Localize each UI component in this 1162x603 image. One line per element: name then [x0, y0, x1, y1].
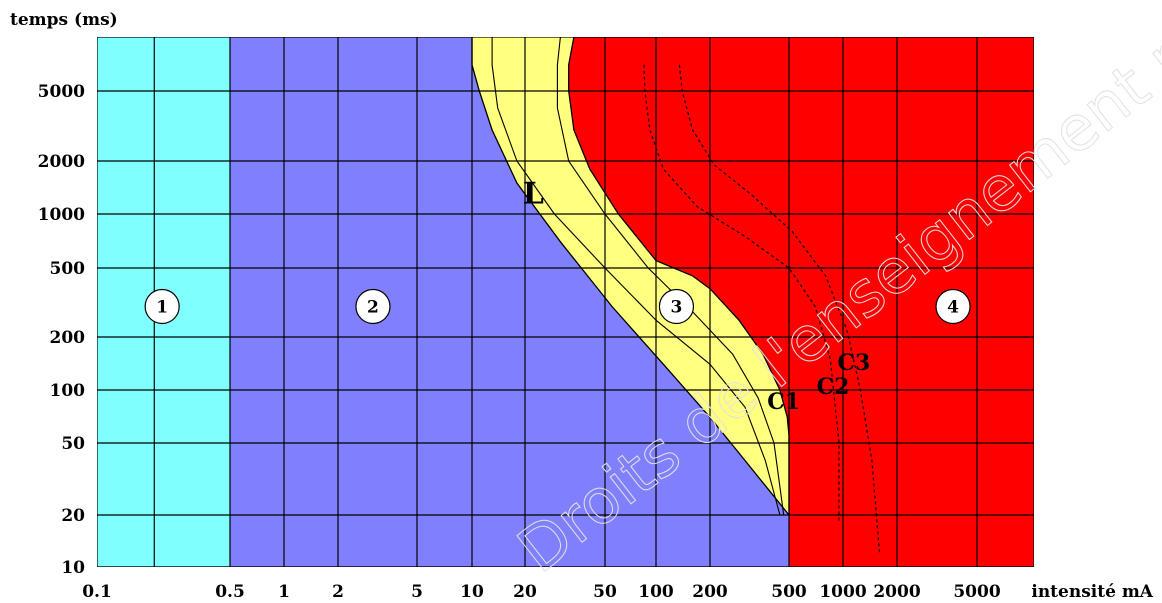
zone-marker-3: 3 [658, 288, 695, 325]
x-tick-label: 2000 [873, 582, 920, 602]
boundary-c2 [643, 64, 840, 523]
y-tick-label: 500 [50, 259, 86, 279]
zone-marker-label: 2 [367, 297, 379, 317]
y-axis-title: temps (ms) [10, 10, 118, 30]
boundary-l [471, 37, 790, 516]
zone-marker-circle [935, 288, 971, 325]
y-tick-label: 10 [61, 558, 85, 578]
curve-label-c2: C2 [817, 374, 850, 400]
y-tick-label: 5000 [38, 82, 85, 102]
x-tick-label: 1000 [819, 582, 866, 602]
zone-marker-label: 3 [671, 297, 683, 317]
curve-label-l: L [523, 176, 544, 211]
curve-label-c1: C1 [767, 389, 800, 415]
zone-marker-circle [658, 288, 695, 325]
x-tick-label: 1 [278, 582, 290, 602]
x-tick-label: 5000 [953, 582, 1000, 602]
zones-layer [97, 37, 1034, 567]
zone-marker-4: 4 [935, 288, 971, 325]
x-tick-label: 100 [638, 582, 674, 602]
zone-marker-circle [144, 288, 180, 325]
zone-marker-label: 1 [156, 297, 168, 317]
zone-marker-circle [355, 288, 391, 325]
x-tick-label: 2 [332, 582, 344, 602]
grid-layer [97, 37, 1034, 567]
x-tick-label: 10 [460, 582, 484, 602]
inner-curve-2 [556, 37, 785, 516]
x-tick-label: 5 [411, 582, 423, 602]
zone-marker-1: 1 [144, 288, 180, 325]
ticks-layer: 0.1 0.5 1 2 5 10 20 50 100 200 500 1000 2000 5000 10 20… [38, 82, 1001, 602]
curves-layer [471, 37, 881, 554]
x-tick-label: 500 [771, 582, 807, 602]
y-tick-label: 100 [50, 381, 86, 401]
boundary-c3 [678, 64, 881, 554]
y-tick-label: 1000 [38, 205, 85, 225]
x-tick-label: 200 [692, 582, 728, 602]
y-tick-label: 200 [50, 328, 86, 348]
x-tick-label: 50 [593, 582, 617, 602]
x-tick-label: 20 [513, 582, 537, 602]
zone-marker-label: 4 [947, 297, 959, 317]
x-tick-label: 0.1 [82, 582, 112, 602]
y-tick-label: 50 [61, 434, 85, 454]
zone-marker-2: 2 [355, 288, 391, 325]
zone-2-area [97, 37, 789, 567]
x-tick-label: 0.5 [215, 582, 245, 602]
y-tick-label: 2000 [38, 152, 85, 172]
curve-label-c3: C3 [837, 350, 870, 376]
inner-curve-1 [491, 37, 781, 516]
y-tick-label: 20 [61, 506, 85, 526]
x-axis-title: intensité mA [1031, 582, 1153, 602]
boundary-c1 [568, 37, 790, 515]
